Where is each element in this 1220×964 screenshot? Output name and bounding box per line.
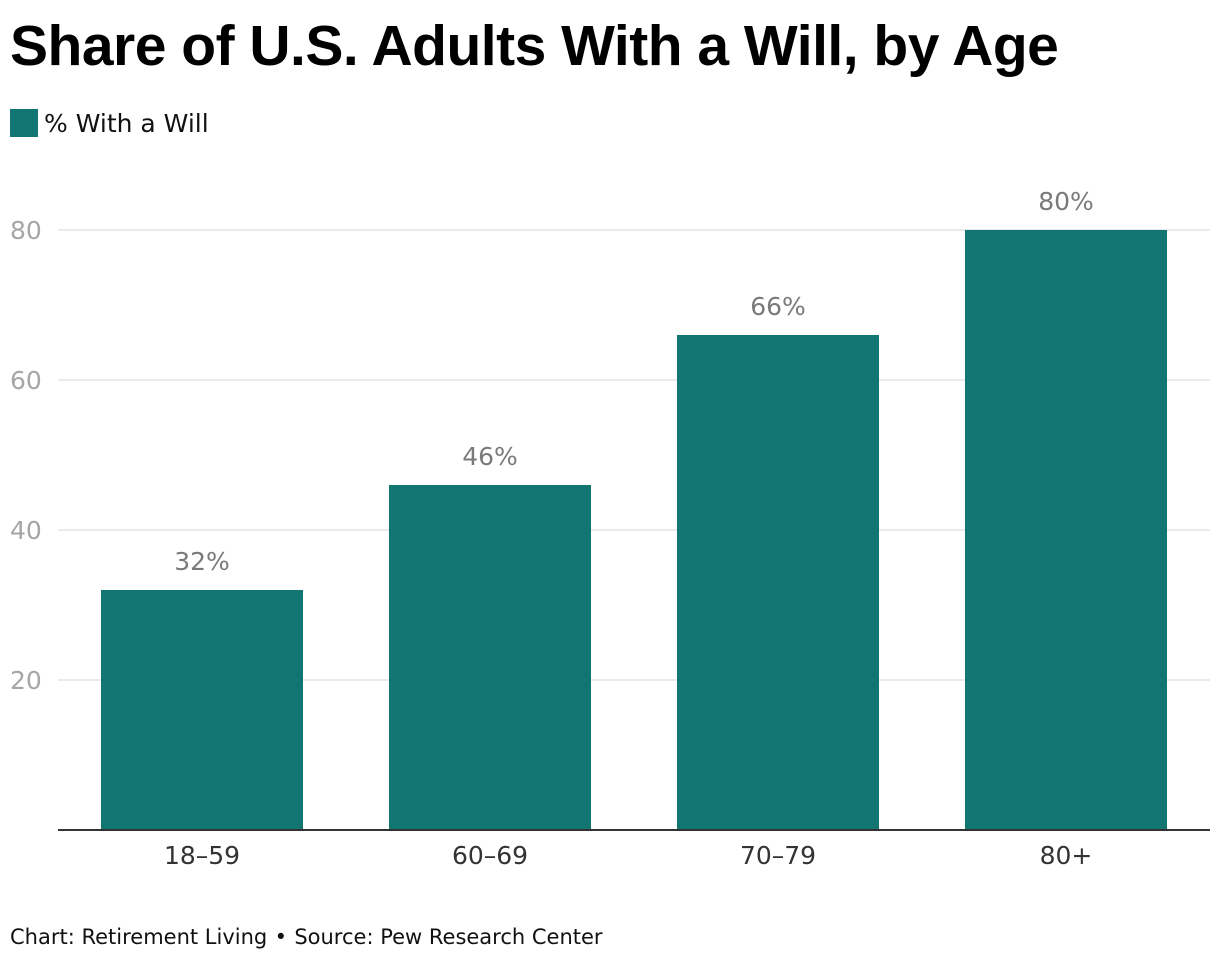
data-label: 32%	[174, 547, 230, 576]
legend-label: % With a Will	[44, 108, 209, 138]
x-tick-label: 80+	[1040, 841, 1093, 870]
bar	[101, 590, 303, 830]
bar	[389, 485, 591, 830]
footer-separator: •	[274, 925, 287, 949]
data-label: 80%	[1038, 187, 1094, 216]
data-label: 66%	[750, 292, 806, 321]
bar-chart: 20 40 60 80 32% 18–59 46% 60–69 66% 70–79 80% 80+	[10, 187, 1210, 870]
y-tick-label: 20	[10, 666, 42, 695]
y-tick-label: 60	[10, 366, 42, 395]
y-tick-label: 40	[10, 516, 42, 545]
y-tick-label: 80	[10, 216, 42, 245]
chart-title: Share of U.S. Adults With a Will, by Age	[10, 14, 1059, 78]
chart-source: Source: Pew Research Center	[294, 925, 603, 949]
legend-swatch	[10, 109, 38, 137]
bar	[965, 230, 1167, 830]
chart-legend: % With a Will	[10, 106, 209, 140]
chart-footer: Chart: Retirement Living • Source: Pew Res…	[10, 922, 603, 952]
x-tick-label: 60–69	[452, 841, 528, 870]
x-tick-label: 18–59	[164, 841, 240, 870]
x-tick-label: 70–79	[740, 841, 816, 870]
chart-credit: Chart: Retirement Living	[10, 925, 268, 949]
bar	[677, 335, 879, 830]
data-label: 46%	[462, 442, 518, 471]
